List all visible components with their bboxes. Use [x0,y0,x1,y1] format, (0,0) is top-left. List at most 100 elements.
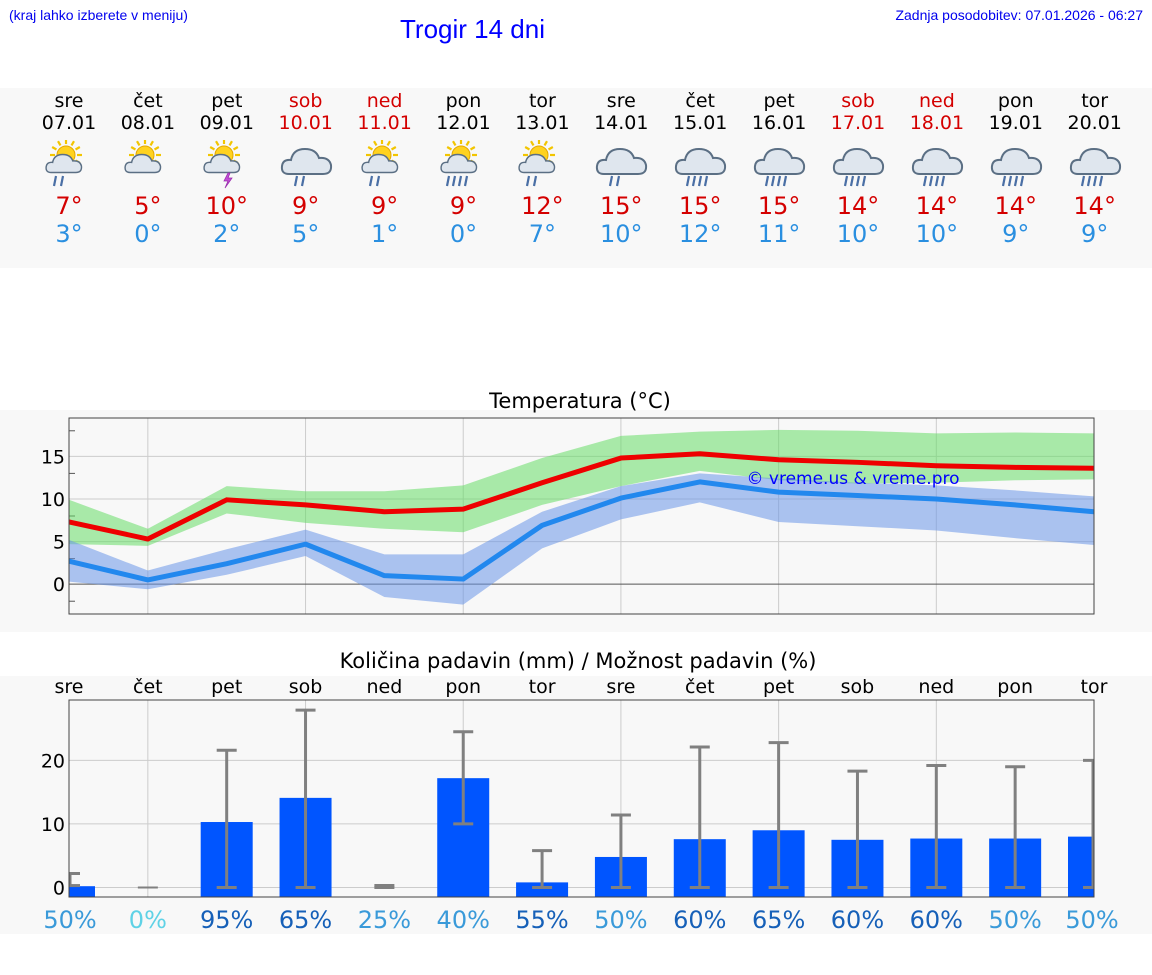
precipitation-probability: 60% [831,906,884,934]
max-temperature: 14° [1073,192,1116,220]
max-temperature: 7° [55,192,83,220]
day-column: ned 11.01 9° 1° [345,88,425,248]
min-temperature: 0° [134,220,162,248]
day-date: 18.01 [909,112,965,134]
precipitation-probability: 50% [988,906,1041,934]
day-name: ned [366,90,403,112]
x-category-label: čet [133,676,163,698]
min-temperature: 10° [836,220,880,248]
day-date: 14.01 [594,112,649,134]
precipitation-probability: 50% [1065,906,1118,934]
day-column: pet 16.01 15° 11° [739,88,819,248]
min-temperature: 10° [915,220,959,248]
max-temperature-range [69,429,1094,546]
day-date: 10.01 [278,112,333,134]
day-column: sob 10.01 9° 5° [266,88,346,248]
x-category-label: pet [211,676,242,698]
day-date: 08.01 [120,112,176,134]
day-name: čet [133,90,163,112]
day-name: sob [841,90,875,112]
plot-border [68,417,1095,615]
y-tick-label: 0 [53,574,65,596]
location-hint[interactable]: (kraj lahko izberete v meniju) [9,7,188,23]
precipitation-probability: 50% [43,906,96,934]
x-category-label: sob [841,676,875,698]
cloud-heavy-rain-icon [660,140,740,190]
min-temperature: 0° [449,220,478,248]
day-date: 16.01 [751,112,807,134]
day-name: sre [54,90,84,112]
x-category-label: tor [529,676,556,698]
day-column: sob 17.01 14° 10° [818,88,898,248]
max-temperature: 15° [600,192,643,220]
x-category-label: sob [289,676,323,698]
min-temperature-range [69,473,1094,605]
page-title: Trogir 14 dni [400,14,545,44]
precipitation-bar [516,882,569,897]
x-category-label: pon [997,676,1033,698]
precipitation-probability: 95% [200,906,253,934]
day-date: 12.01 [436,112,491,134]
cloud-rain-icon [266,140,346,190]
day-name: pet [763,90,795,112]
max-temperature: 12° [521,192,564,220]
precipitation-probability: 55% [515,906,568,934]
max-temperature: 9° [449,192,478,220]
min-temperature: 9° [1002,220,1030,248]
day-column: pon 12.01 9° 0° [424,88,504,248]
day-column: pon 19.01 14° 9° [976,88,1056,248]
forecast-panel [0,88,1152,268]
day-column: sre 14.01 15° 10° [581,88,661,248]
cloud-heavy-rain-icon [1055,140,1135,190]
day-column: tor 13.01 12° 7° [502,88,582,248]
x-category-label: sre [606,676,635,698]
day-column: sre 07.01 7° 3° [29,88,109,248]
precipitation-bar [69,886,95,897]
x-category-label: pon [445,676,481,698]
day-date: 20.01 [1067,112,1122,134]
x-category-label: sre [55,676,84,698]
x-category-label: ned [366,676,402,698]
day-name: čet [685,90,715,112]
precipitation-probability: 50% [594,906,647,934]
max-temperature: 9° [292,192,320,220]
day-date: 11.01 [357,112,412,134]
cloud-rain-icon [581,140,661,190]
precipitation-probability: 65% [752,906,805,934]
daily-forecast: sre 07.01 7° 3° čet 08.01 5° 0° pet 09.01 10° 2° sob… [0,88,1152,268]
precipitation-probability: 60% [673,906,726,934]
x-category-label: tor [1081,676,1108,698]
sun-cloud-rain-icon [345,140,425,190]
temperature-chart: Temperatura (°C) 0 5 10 15 © vreme.us & vreme… [41,389,1095,615]
day-name: pon [445,90,482,112]
day-date: 17.01 [830,112,886,134]
day-column: tor 20.01 14° 9° [1055,88,1135,248]
day-name: tor [528,90,556,112]
precipitation-probability: 25% [358,906,411,934]
min-temperature: 12° [678,220,722,248]
watermark: © vreme.us & vreme.pro [746,469,959,489]
y-tick-label: 10 [41,814,65,836]
cloud-heavy-rain-icon [818,140,898,190]
day-column: čet 08.01 5° 0° [108,88,188,248]
sun-cloud-rain-icon [29,140,109,190]
min-temperature-line [68,479,1095,583]
max-temperature: 5° [134,192,162,220]
day-date: 19.01 [988,112,1043,134]
day-name: sob [288,90,323,112]
max-temperature: 10° [205,192,249,220]
day-name: sre [606,90,636,112]
day-column: pet 09.01 10° 2° [187,88,267,248]
y-tick-label: 10 [41,489,65,511]
x-category-label: pet [763,676,794,698]
max-temperature: 14° [836,192,880,220]
day-column: čet 15.01 15° 12° [660,88,740,248]
day-date: 13.01 [515,112,570,134]
day-name: pon [997,90,1034,112]
x-category-label: ned [918,676,954,698]
y-tick-label: 15 [41,446,65,468]
precipitation-probability: 65% [279,906,332,934]
precipitation-probability: 40% [437,906,490,934]
sun-cloud-thunder-icon [187,140,267,190]
sun-cloud-rain-icon [502,140,582,190]
